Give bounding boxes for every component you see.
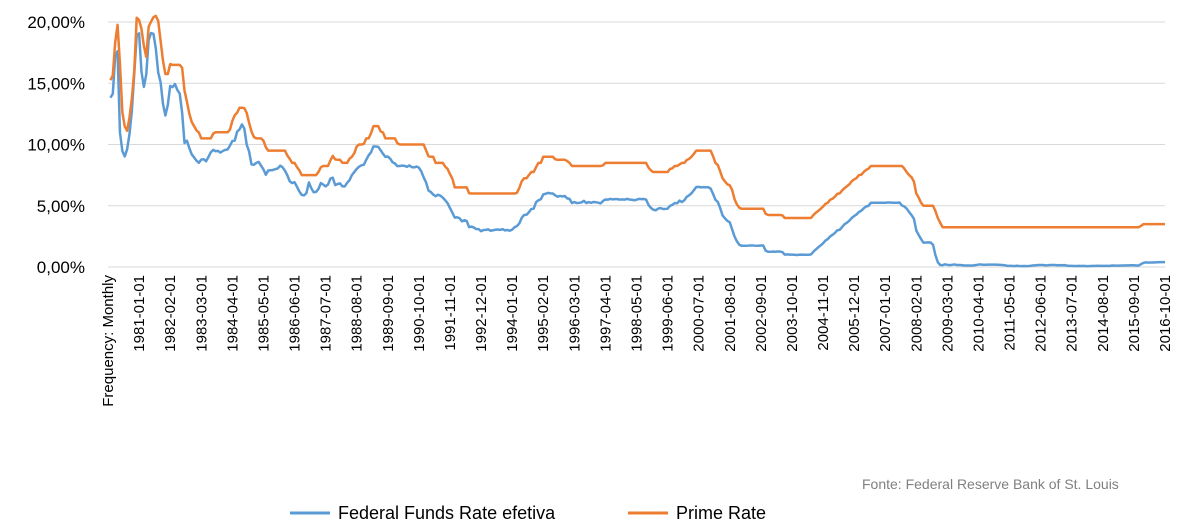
x-tick-label: 2003-10-01 <box>784 275 801 352</box>
x-tick-label: 1984-04-01 <box>224 275 241 352</box>
y-tick-label: 5,00% <box>37 197 85 216</box>
x-tick-label: 2011-05-01 <box>1002 275 1019 351</box>
x-tick-label: 1988-08-01 <box>349 275 366 352</box>
x-tick-label: 1987-07-01 <box>318 275 335 352</box>
source-note: Fonte: Federal Reserve Bank of St. Louis <box>862 476 1119 492</box>
series-line <box>109 14 1165 229</box>
x-tick-label: 1990-10-01 <box>411 275 428 352</box>
x-tick-label: 2007-01-01 <box>877 275 894 352</box>
x-tick-label: 2002-09-01 <box>753 275 770 352</box>
y-tick-label: 0,00% <box>37 258 85 277</box>
y-tick-label: 15,00% <box>27 74 85 93</box>
y-tick-label: 20,00% <box>27 13 85 32</box>
x-tick-label: 2008-02-01 <box>908 275 925 352</box>
x-tick-label: 2000-07-01 <box>691 275 708 352</box>
legend-label: Prime Rate <box>676 503 766 523</box>
legend-label: Federal Funds Rate efetiva <box>338 503 556 523</box>
x-tick-label: 1982-02-01 <box>162 275 179 352</box>
x-tick-label: 1991-11-01 <box>442 275 459 351</box>
x-tick-label: 2016-10-01 <box>1157 275 1174 352</box>
x-tick-label: 2005-12-01 <box>846 275 863 352</box>
x-tick-label: 1997-04-01 <box>597 275 614 352</box>
x-tick-label: 1995-02-01 <box>535 275 552 352</box>
x-tick-label: 2012-06-01 <box>1033 275 1050 352</box>
x-tick-label: 1999-06-01 <box>660 275 677 352</box>
x-tick-label: 1983-03-01 <box>193 275 210 352</box>
x-tick-label: 2013-07-01 <box>1064 275 1081 352</box>
x-tick-label: 1985-05-01 <box>255 275 272 352</box>
x-tick-label: 2015-09-01 <box>1126 275 1143 352</box>
x-tick-label: 2010-04-01 <box>970 275 987 352</box>
x-tick-label: 2014-08-01 <box>1095 275 1112 352</box>
x-tick-label: 1981-01-01 <box>131 275 148 352</box>
x-tick-label: 1996-03-01 <box>566 275 583 352</box>
y-tick-label: 10,00% <box>27 136 85 155</box>
x-tick-label: 1998-05-01 <box>629 275 646 352</box>
x-tick-label: 2004-11-01 <box>815 275 832 351</box>
x-tick-label: 1992-12-01 <box>473 275 490 352</box>
x-tick-label: 1986-06-01 <box>287 275 304 352</box>
x-tick-label: Frequency: Monthly <box>100 275 117 407</box>
series-line <box>109 31 1165 268</box>
x-tick-label: 1989-09-01 <box>380 275 397 352</box>
x-tick-label: 2009-03-01 <box>939 275 956 352</box>
x-tick-label: 1994-01-01 <box>504 275 521 352</box>
x-tick-label: 2001-08-01 <box>722 275 739 352</box>
